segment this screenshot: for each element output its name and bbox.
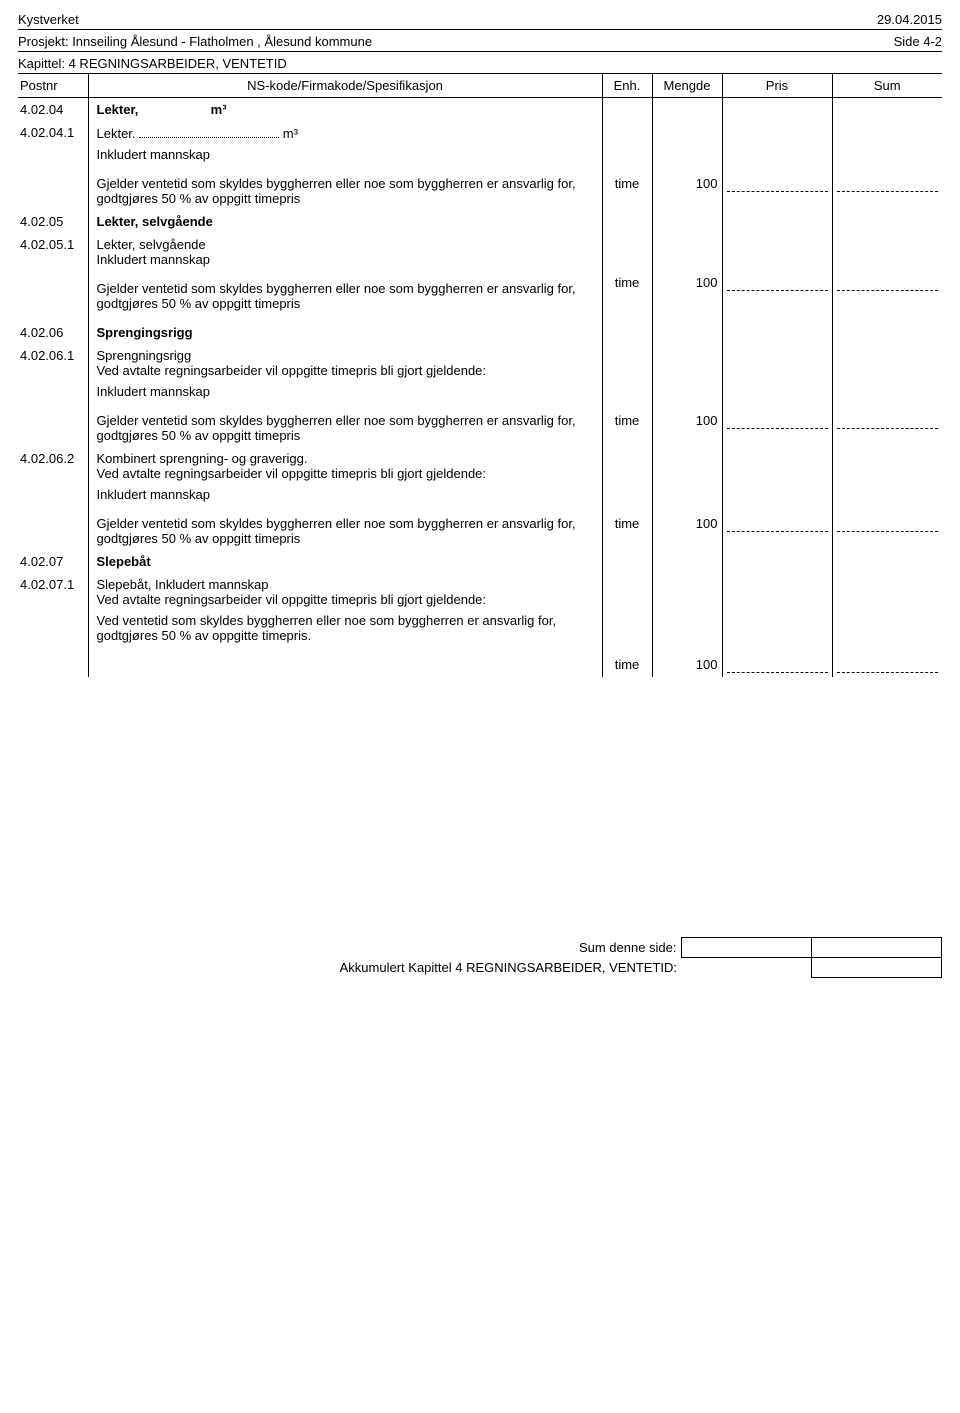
inkl-mannskap: Inkludert mannskap xyxy=(97,147,594,162)
ved-avtalte: Ved avtalte regningsarbeider vil oppgitt… xyxy=(97,466,594,481)
footer: Sum denne side: Akkumulert Kapittel 4 RE… xyxy=(18,937,942,978)
postnr: 4.02.06.2 xyxy=(18,447,88,512)
col-enh: Enh. xyxy=(602,74,652,98)
col-sum: Sum xyxy=(832,74,942,98)
project-line: Prosjekt: Innseiling Ålesund - Flatholme… xyxy=(18,34,372,49)
akkumulert-spacer xyxy=(681,958,811,978)
inkl-mannskap: Inkludert mannskap xyxy=(97,487,594,502)
enh-value: time xyxy=(602,653,652,677)
ved-avtalte: Ved avtalte regningsarbeider vil oppgitt… xyxy=(97,363,594,378)
row-title: Slepebåt xyxy=(97,554,151,569)
sum-denne-side-box2 xyxy=(811,938,941,958)
postnr: 4.02.06 xyxy=(18,321,88,344)
pris-blank xyxy=(727,516,828,532)
postnr: 4.02.04 xyxy=(18,98,88,122)
mengde-value: 100 xyxy=(652,512,722,550)
sum-blank xyxy=(837,176,939,192)
project-name: Innseiling Ålesund - Flatholmen , Ålesun… xyxy=(72,34,372,49)
ventetid-text: Gjelder ventetid som skyldes byggherren … xyxy=(97,516,594,546)
org-name: Kystverket xyxy=(18,12,79,27)
row-title: Kombinert sprengning- og graverigg. xyxy=(97,451,594,466)
postnr: 4.02.05 xyxy=(18,210,88,233)
akkumulert-box xyxy=(811,958,941,978)
ved-ventetid-alt: Ved ventetid som skyldes byggherren elle… xyxy=(97,613,594,643)
row-title: Slepebåt, Inkludert mannskap xyxy=(97,577,594,592)
sum-blank xyxy=(837,275,939,291)
col-pris: Pris xyxy=(722,74,832,98)
enh-value: time xyxy=(602,409,652,447)
enh-value: time xyxy=(602,271,652,321)
col-spec: NS-kode/Firmakode/Spesifikasjon xyxy=(88,74,602,98)
sum-blank xyxy=(837,657,939,673)
pris-blank xyxy=(727,413,828,429)
postnr: 4.02.07 xyxy=(18,550,88,573)
project-prefix: Prosjekt: xyxy=(18,34,72,49)
col-mengde: Mengde xyxy=(652,74,722,98)
sum-blank xyxy=(837,413,939,429)
ventetid-text: Gjelder ventetid som skyldes byggherren … xyxy=(97,176,594,206)
spec-table: Postnr NS-kode/Firmakode/Spesifikasjon E… xyxy=(18,74,942,677)
table-row: 4.02.04.1 Lekter. m³ Inkludert mannskap xyxy=(18,121,942,172)
mengde-value: 100 xyxy=(652,271,722,321)
table-row: Gjelder ventetid som skyldes byggherren … xyxy=(18,271,942,321)
akkumulert-label: Akkumulert Kapittel 4 REGNINGSARBEIDER, … xyxy=(18,958,681,978)
table-row: 4.02.06.1 Sprengningsrigg Ved avtalte re… xyxy=(18,344,942,409)
pris-blank xyxy=(727,657,828,673)
table-row: time 100 xyxy=(18,653,942,677)
pris-blank xyxy=(727,275,828,291)
table-row: Gjelder ventetid som skyldes byggherren … xyxy=(18,172,942,210)
col-postnr: Postnr xyxy=(18,74,88,98)
row-unit: m³ xyxy=(211,102,227,117)
table-row: 4.02.04 Lekter, m³ xyxy=(18,98,942,122)
enh-value: time xyxy=(602,172,652,210)
postnr: 4.02.06.1 xyxy=(18,344,88,409)
sum-denne-side-box1 xyxy=(681,938,811,958)
table-row: 4.02.06.2 Kombinert sprengning- og grave… xyxy=(18,447,942,512)
row-title: Lekter. xyxy=(97,126,136,141)
page-number: Side 4-2 xyxy=(894,34,942,49)
mengde-value: 100 xyxy=(652,409,722,447)
row-title: Lekter, xyxy=(97,102,139,117)
ventetid-text: Gjelder ventetid som skyldes byggherren … xyxy=(97,281,594,311)
enh-value: time xyxy=(602,512,652,550)
postnr: 4.02.07.1 xyxy=(18,573,88,653)
ved-avtalte: Ved avtalte regningsarbeider vil oppgitt… xyxy=(97,592,594,607)
blank-field xyxy=(139,125,279,138)
inkl-mannskap: Inkludert mannskap xyxy=(97,384,594,399)
table-row: 4.02.07 Slepebåt xyxy=(18,550,942,573)
table-row: 4.02.07.1 Slepebåt, Inkludert mannskap V… xyxy=(18,573,942,653)
chapter-title: 4 REGNINGSARBEIDER, VENTETID xyxy=(69,56,287,71)
table-row: 4.02.05.1 Lekter, selvgående Inkludert m… xyxy=(18,233,942,271)
row-sub: Inkludert mannskap xyxy=(97,252,594,267)
row-title: Lekter, selvgående xyxy=(97,237,594,252)
sum-blank xyxy=(837,516,939,532)
table-row: Gjelder ventetid som skyldes byggherren … xyxy=(18,409,942,447)
chapter-prefix: Kapittel: xyxy=(18,56,69,71)
row-title: Sprengingsrigg xyxy=(97,325,193,340)
mengde-value: 100 xyxy=(652,653,722,677)
row-title: Lekter, selvgående xyxy=(97,214,213,229)
ventetid-text: Gjelder ventetid som skyldes byggherren … xyxy=(97,413,594,443)
postnr: 4.02.05.1 xyxy=(18,233,88,271)
doc-date: 29.04.2015 xyxy=(877,12,942,27)
row-title: Sprengningsrigg xyxy=(97,348,594,363)
table-row: Gjelder ventetid som skyldes byggherren … xyxy=(18,512,942,550)
table-row: 4.02.06 Sprengingsrigg xyxy=(18,321,942,344)
mengde-value: 100 xyxy=(652,172,722,210)
table-row: 4.02.05 Lekter, selvgående xyxy=(18,210,942,233)
row-unit: m³ xyxy=(283,126,298,141)
sum-denne-side-label: Sum denne side: xyxy=(18,938,681,958)
postnr: 4.02.04.1 xyxy=(18,121,88,172)
pris-blank xyxy=(727,176,828,192)
